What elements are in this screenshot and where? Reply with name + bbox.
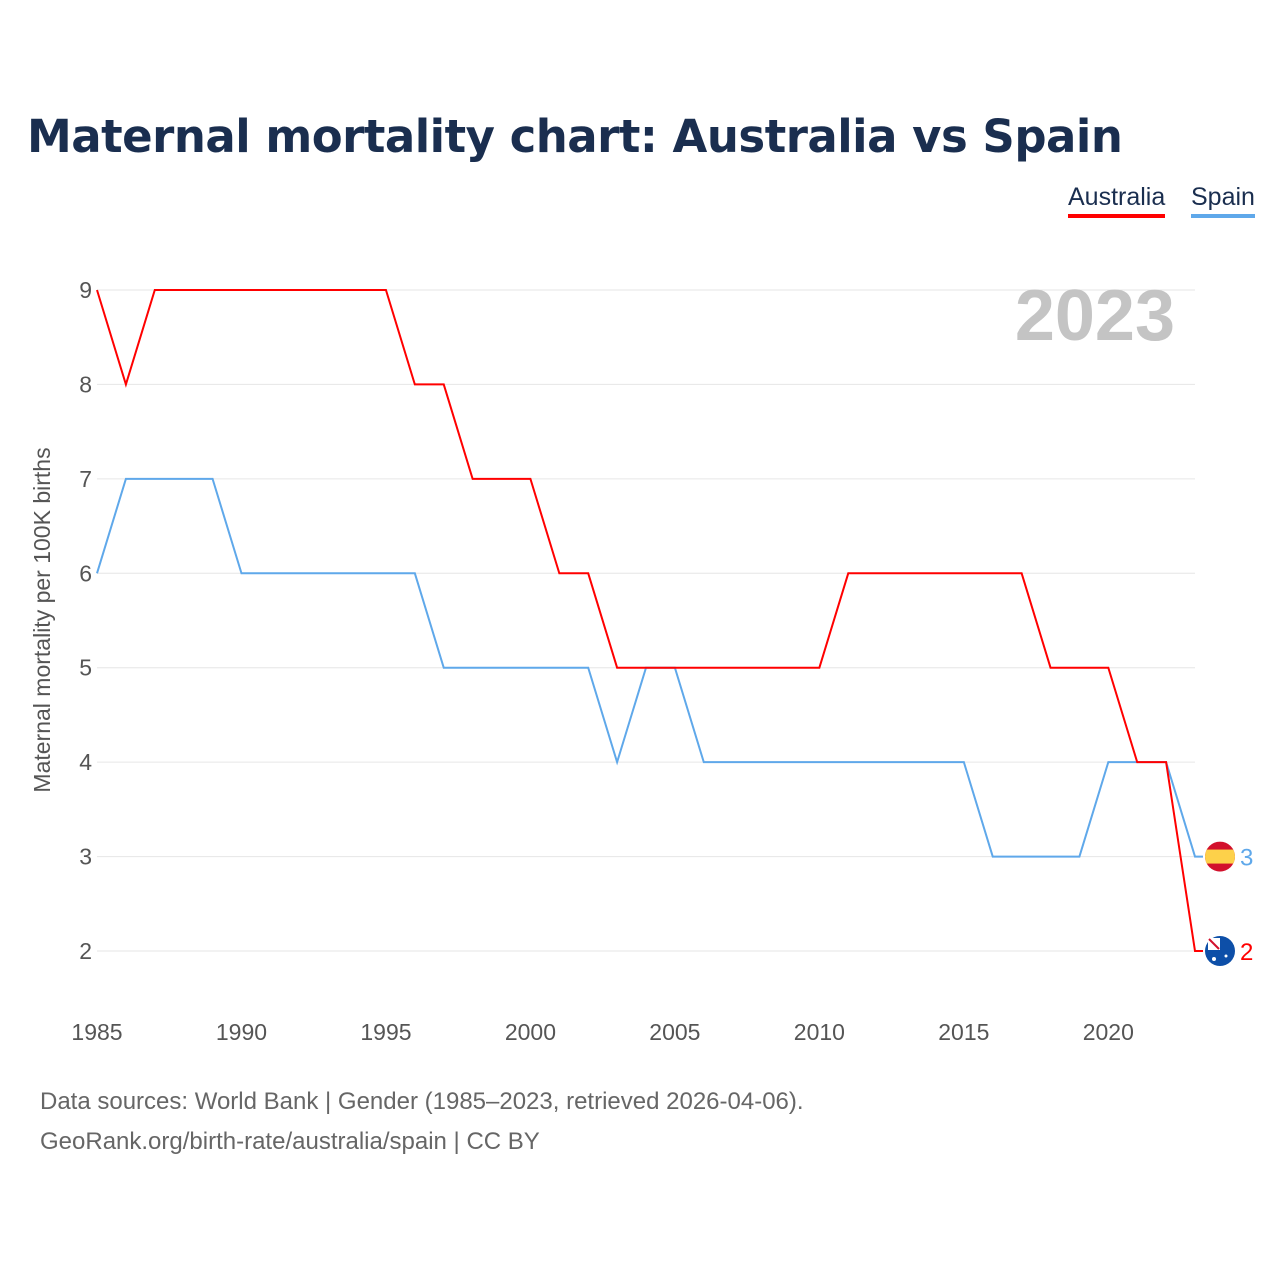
flag-australia-icon [1205, 936, 1235, 966]
x-tick-label: 1985 [71, 1019, 122, 1045]
x-tick-label: 2015 [938, 1019, 989, 1045]
footer-url[interactable]: GeoRank.org/birth-rate/australia/spain |… [40, 1128, 540, 1155]
y-tick-label: 4 [79, 749, 92, 775]
legend-australia[interactable]: Australia [1068, 183, 1166, 218]
x-tick-label: 2010 [794, 1019, 845, 1045]
y-tick-label: 8 [79, 371, 92, 397]
chart-title: Maternal mortality chart: Australia vs S… [27, 110, 1123, 163]
y-tick-label: 3 [79, 844, 92, 870]
legend-spain[interactable]: Spain [1191, 183, 1255, 218]
year-watermark: 2023 [1015, 276, 1175, 356]
series-line-australia [96, 289, 1203, 952]
x-tick-label: 2005 [649, 1019, 700, 1045]
end-label-australia: 2 [1240, 939, 1253, 966]
x-tick-label: 1995 [360, 1019, 411, 1045]
y-tick-label: 7 [79, 466, 92, 492]
y-tick-label: 9 [79, 277, 92, 303]
y-tick-label: 5 [79, 655, 92, 681]
flag-spain-icon [1205, 841, 1235, 872]
end-label-spain: 3 [1240, 845, 1253, 872]
footer-sources: Data sources: World Bank | Gender (1985–… [40, 1088, 804, 1115]
y-tick-label: 6 [79, 560, 92, 586]
x-tick-label: 2020 [1083, 1019, 1134, 1045]
y-tick-label: 2 [79, 938, 92, 964]
x-tick-label: 1990 [216, 1019, 267, 1045]
y-axis-label: Maternal mortality per 100K births [29, 447, 55, 792]
x-tick-label: 2000 [505, 1019, 556, 1045]
